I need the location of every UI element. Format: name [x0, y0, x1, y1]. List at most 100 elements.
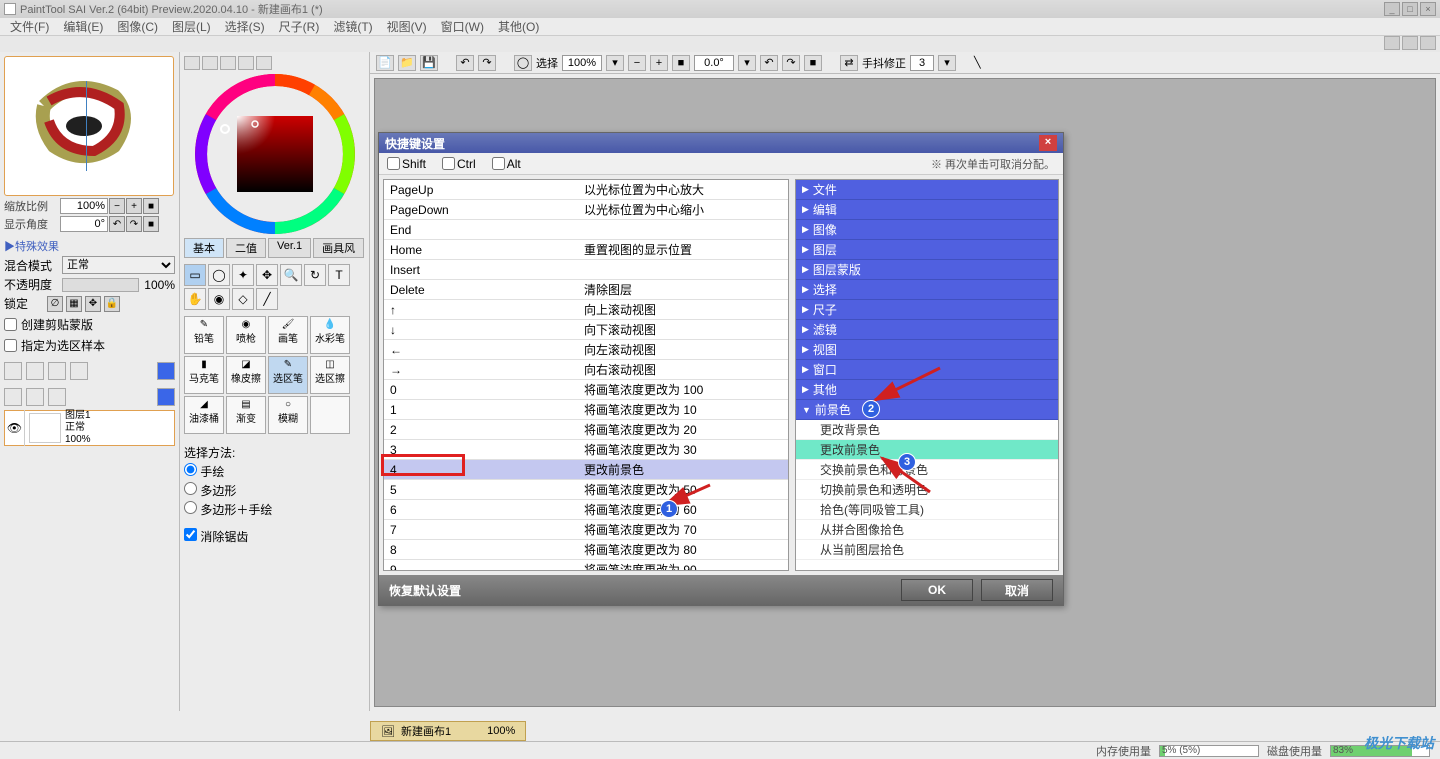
- mode-2[interactable]: [202, 56, 218, 70]
- rot-cw[interactable]: ↷: [782, 55, 800, 71]
- key-row[interactable]: End: [384, 220, 788, 240]
- brush-airbrush[interactable]: ◉喷枪: [226, 316, 266, 354]
- mod-alt[interactable]: Alt: [492, 157, 521, 171]
- menu-select[interactable]: 选择(S): [225, 18, 265, 35]
- brush-marker[interactable]: ▮马克笔: [184, 356, 224, 394]
- key-row[interactable]: 9将画笔浓度更改为 90: [384, 560, 788, 571]
- mod-ctrl[interactable]: Ctrl: [442, 157, 476, 171]
- zoom-plus[interactable]: +: [650, 55, 668, 71]
- opacity-slider[interactable]: [62, 278, 139, 292]
- tab-ver1[interactable]: Ver.1: [268, 238, 311, 258]
- navigator-thumbnail[interactable]: [4, 56, 174, 196]
- command-category[interactable]: 编辑: [796, 200, 1058, 220]
- layers-trash[interactable]: [157, 388, 175, 406]
- command-category[interactable]: 图层蒙版: [796, 260, 1058, 280]
- key-row[interactable]: Home重置视图的显示位置: [384, 240, 788, 260]
- key-row[interactable]: Delete清除图层: [384, 280, 788, 300]
- tool-zoom[interactable]: 🔍: [280, 264, 302, 286]
- layer-clear[interactable]: [70, 362, 88, 380]
- brush-brush[interactable]: 🖌画笔: [268, 316, 308, 354]
- sample-checkbox[interactable]: [4, 339, 17, 352]
- scale-minus[interactable]: −: [109, 198, 125, 214]
- layer-item[interactable]: 👁 图层1正常100%: [4, 410, 175, 446]
- angle-dd[interactable]: ▾: [738, 55, 756, 71]
- tb-angle[interactable]: [694, 55, 734, 71]
- sel-both[interactable]: 多边形＋手绘: [184, 501, 365, 518]
- menu-window[interactable]: 窗口(W): [441, 18, 484, 35]
- mode-3[interactable]: [220, 56, 236, 70]
- ok-button[interactable]: OK: [901, 579, 973, 601]
- key-row[interactable]: Insert: [384, 260, 788, 280]
- rot-reset[interactable]: ■: [804, 55, 822, 71]
- blend-select[interactable]: 正常: [62, 256, 175, 274]
- mode-4[interactable]: [238, 56, 254, 70]
- clip-checkbox[interactable]: [4, 318, 17, 331]
- tab-paint[interactable]: 画具风: [313, 238, 364, 258]
- key-row[interactable]: 0将画笔浓度更改为 100: [384, 380, 788, 400]
- key-row[interactable]: ↓向下滚动视图: [384, 320, 788, 340]
- menu-filter[interactable]: 滤镜(T): [333, 18, 372, 35]
- tool-shape[interactable]: ◇: [232, 288, 254, 310]
- command-item[interactable]: 更改前景色: [796, 440, 1058, 460]
- menu-edit[interactable]: 编辑(E): [63, 18, 103, 35]
- command-item[interactable]: 从拼合图像拾色: [796, 520, 1058, 540]
- sel-freehand[interactable]: 手绘: [184, 463, 365, 480]
- mode-5[interactable]: [256, 56, 272, 70]
- key-row[interactable]: 7将画笔浓度更改为 70: [384, 520, 788, 540]
- lock-none[interactable]: ∅: [47, 296, 63, 312]
- key-row[interactable]: 6将画笔浓度更改为 60: [384, 500, 788, 520]
- tb-save[interactable]: 💾: [420, 55, 438, 71]
- tool-picker[interactable]: ◉: [208, 288, 230, 310]
- tool-text[interactable]: T: [328, 264, 350, 286]
- brush-gradient[interactable]: ▤渐变: [226, 396, 266, 434]
- command-category[interactable]: 文件: [796, 180, 1058, 200]
- dialog-titlebar[interactable]: 快捷键设置 ×: [379, 133, 1063, 153]
- merge-down[interactable]: [4, 388, 22, 406]
- stab-dd[interactable]: ▾: [938, 55, 956, 71]
- new-folder[interactable]: [26, 362, 44, 380]
- command-category[interactable]: 窗口: [796, 360, 1058, 380]
- zoom-fit[interactable]: ■: [672, 55, 690, 71]
- command-category[interactable]: 图像: [796, 220, 1058, 240]
- menu-file[interactable]: 文件(F): [10, 18, 49, 35]
- key-row[interactable]: ↑向上滚动视图: [384, 300, 788, 320]
- flip-h[interactable]: ⇄: [840, 55, 858, 71]
- menu-image[interactable]: 图像(C): [117, 18, 158, 35]
- menu-view[interactable]: 视图(V): [387, 18, 427, 35]
- mdi-restore[interactable]: [1402, 36, 1418, 50]
- delete-layer[interactable]: [48, 388, 66, 406]
- tool-lasso[interactable]: ◯: [208, 264, 230, 286]
- brush-watercolor[interactable]: 💧水彩笔: [310, 316, 350, 354]
- command-category[interactable]: 滤镜: [796, 320, 1058, 340]
- layer-mask[interactable]: [48, 362, 66, 380]
- layer-menu[interactable]: [157, 362, 175, 380]
- key-row[interactable]: 8将画笔浓度更改为 80: [384, 540, 788, 560]
- command-tree[interactable]: 文件编辑图像图层图层蒙版选择尺子滤镜视图窗口其他前景色更改背景色更改前景色交换前…: [795, 179, 1059, 571]
- stabilizer-input[interactable]: [910, 55, 934, 71]
- zoom-minus[interactable]: −: [628, 55, 646, 71]
- tab-binary[interactable]: 二值: [226, 238, 266, 258]
- tb-zoom[interactable]: [562, 55, 602, 71]
- minimize-button[interactable]: _: [1384, 2, 1400, 16]
- dialog-close[interactable]: ×: [1039, 135, 1057, 151]
- brush-eraser[interactable]: ◪橡皮擦: [226, 356, 266, 394]
- brush-seleraser[interactable]: ◫选区擦: [310, 356, 350, 394]
- tool-hand[interactable]: ✋: [184, 288, 206, 310]
- menu-layer[interactable]: 图层(L): [172, 18, 211, 35]
- tb-new[interactable]: 📄: [376, 55, 394, 71]
- mdi-close[interactable]: [1420, 36, 1436, 50]
- tb-open[interactable]: 📁: [398, 55, 416, 71]
- key-row[interactable]: PageDown以光标位置为中心缩小: [384, 200, 788, 220]
- lock-move[interactable]: ✥: [85, 296, 101, 312]
- key-row[interactable]: 1将画笔浓度更改为 10: [384, 400, 788, 420]
- command-category[interactable]: 前景色: [796, 400, 1058, 420]
- key-row[interactable]: PageUp以光标位置为中心放大: [384, 180, 788, 200]
- document-tab[interactable]: 🖼 新建画布1 100%: [370, 721, 526, 741]
- tab-basic[interactable]: 基本: [184, 238, 224, 258]
- restore-defaults[interactable]: 恢复默认设置: [389, 582, 461, 599]
- command-item[interactable]: 切换前景色和透明色: [796, 480, 1058, 500]
- tb-undo[interactable]: ↶: [456, 55, 474, 71]
- command-item[interactable]: 拾色(等同吸管工具): [796, 500, 1058, 520]
- command-item[interactable]: 更改背景色: [796, 420, 1058, 440]
- color-wheel[interactable]: [195, 74, 355, 234]
